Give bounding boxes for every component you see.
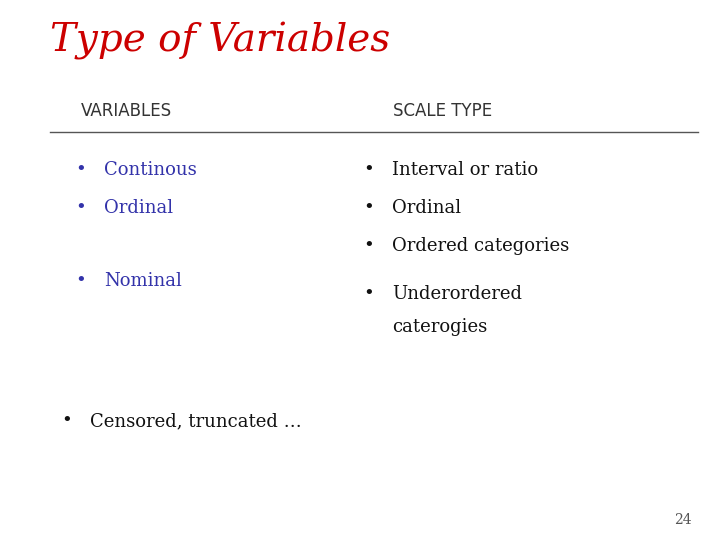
- Text: caterogies: caterogies: [392, 318, 487, 336]
- Text: Nominal: Nominal: [104, 272, 182, 290]
- Text: •: •: [364, 285, 374, 303]
- Text: 24: 24: [674, 513, 691, 527]
- Text: •: •: [76, 272, 86, 290]
- Text: Interval or ratio: Interval or ratio: [392, 161, 539, 179]
- Text: •: •: [364, 237, 374, 255]
- Text: Censored, truncated …: Censored, truncated …: [90, 412, 302, 430]
- Text: Ordinal: Ordinal: [392, 199, 462, 217]
- Text: •: •: [76, 199, 86, 217]
- Text: Ordered categories: Ordered categories: [392, 237, 570, 255]
- Text: Continous: Continous: [104, 161, 197, 179]
- Text: VARIABLES: VARIABLES: [81, 102, 171, 120]
- Text: SCALE TYPE: SCALE TYPE: [393, 102, 492, 120]
- Text: •: •: [76, 161, 86, 179]
- Text: Type of Variables: Type of Variables: [50, 22, 391, 59]
- Text: •: •: [364, 199, 374, 217]
- Text: Ordinal: Ordinal: [104, 199, 174, 217]
- Text: Underordered: Underordered: [392, 285, 523, 303]
- Text: •: •: [61, 412, 72, 430]
- Text: •: •: [364, 161, 374, 179]
